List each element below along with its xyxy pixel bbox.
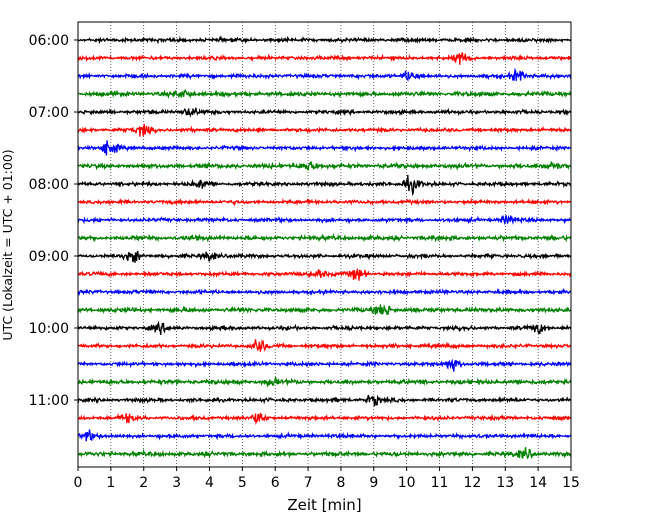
trace-row-4 bbox=[77, 107, 572, 118]
x-tick-label: 1 bbox=[106, 475, 115, 491]
x-tick-label: 14 bbox=[529, 475, 547, 491]
seismic-traces bbox=[77, 35, 572, 460]
x-axis-ticks: 0 1 2 3 4 5 6 7 8 9 10 11 12 13 14 15 bbox=[74, 467, 580, 491]
trace-row-3 bbox=[77, 88, 572, 99]
x-tick-label: 8 bbox=[336, 475, 345, 491]
x-tick-label: 11 bbox=[431, 475, 449, 491]
trace-row-11 bbox=[77, 232, 572, 243]
trace-row-1 bbox=[77, 52, 572, 65]
trace-row-8 bbox=[77, 174, 572, 196]
trace-row-18 bbox=[77, 358, 572, 372]
x-tick-label: 2 bbox=[139, 475, 148, 491]
trace-row-14 bbox=[77, 287, 572, 297]
trace-row-19 bbox=[77, 376, 572, 387]
y-tick-label: 09:00 bbox=[29, 249, 69, 265]
x-tick-label: 9 bbox=[369, 475, 378, 491]
plot-frame bbox=[77, 21, 572, 468]
x-tick-label: 6 bbox=[271, 475, 280, 491]
vertical-gridlines bbox=[110, 22, 539, 467]
x-tick-label: 10 bbox=[398, 475, 416, 491]
trace-row-6 bbox=[77, 140, 572, 156]
trace-row-15 bbox=[77, 304, 572, 316]
x-tick-label: 0 bbox=[74, 475, 83, 491]
y-tick-label: 11:00 bbox=[29, 393, 69, 409]
trace-row-21 bbox=[77, 412, 572, 426]
trace-row-9 bbox=[77, 197, 572, 207]
trace-row-17 bbox=[77, 339, 572, 352]
x-tick-label: 15 bbox=[562, 475, 580, 491]
y-tick-label: 10:00 bbox=[29, 321, 69, 337]
x-tick-label: 12 bbox=[463, 475, 481, 491]
trace-row-10 bbox=[77, 214, 572, 226]
x-tick-label: 5 bbox=[238, 475, 247, 491]
trace-row-23 bbox=[77, 447, 572, 460]
y-axis-label: UTC (Lokalzeit = UTC + 01:00) bbox=[0, 149, 15, 340]
trace-row-0 bbox=[77, 35, 572, 45]
trace-row-20 bbox=[77, 394, 572, 407]
trace-row-22 bbox=[77, 429, 572, 442]
y-axis-ticks: 06:00 07:00 08:00 09:00 10:00 11:00 bbox=[29, 33, 78, 409]
y-tick-label: 06:00 bbox=[29, 33, 69, 49]
trace-row-12 bbox=[77, 250, 572, 263]
x-tick-label: 4 bbox=[205, 475, 214, 491]
y-tick-label: 08:00 bbox=[29, 177, 69, 193]
trace-row-13 bbox=[78, 268, 572, 281]
x-tick-label: 3 bbox=[172, 475, 181, 491]
trace-row-2 bbox=[77, 67, 572, 83]
trace-row-16 bbox=[77, 320, 572, 336]
trace-row-7 bbox=[77, 161, 572, 171]
y-tick-label: 07:00 bbox=[29, 105, 69, 121]
x-axis-label: Zeit [min] bbox=[287, 496, 361, 514]
trace-row-5 bbox=[77, 123, 572, 137]
x-tick-label: 13 bbox=[496, 475, 514, 491]
x-tick-label: 7 bbox=[304, 475, 313, 491]
